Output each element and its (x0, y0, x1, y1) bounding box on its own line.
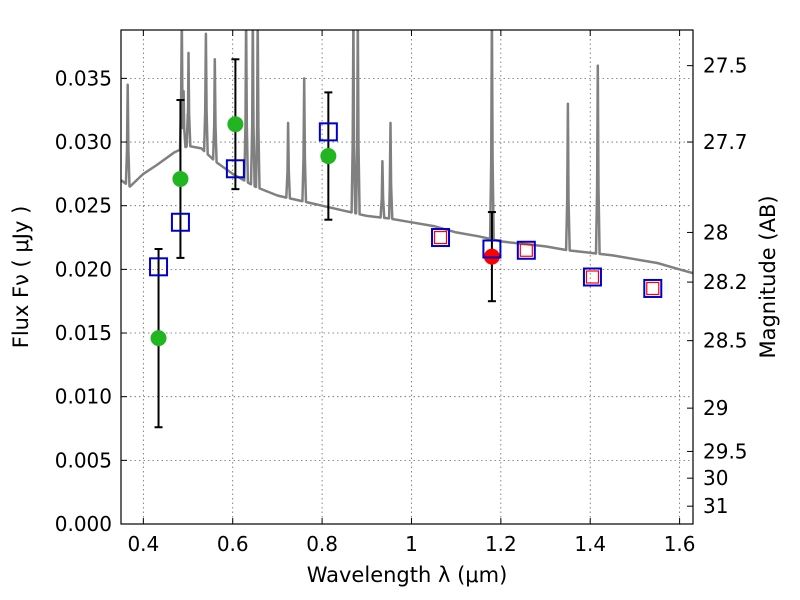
y-tick-label: 0.015 (55, 321, 112, 345)
data-point-circle (320, 148, 337, 165)
y-tick-label: 0.010 (55, 385, 112, 409)
x-tick-label: 1 (405, 532, 418, 556)
model-square (318, 122, 338, 142)
data-point-circle (150, 330, 167, 347)
x-tick-label: 1.2 (485, 532, 517, 556)
data-point-circle (172, 170, 189, 187)
y-tick-label: 0.030 (55, 130, 112, 154)
y-tick-label: 0.020 (55, 257, 112, 281)
y-tick-label: 0.000 (55, 512, 112, 536)
x-tick-label: 1.6 (664, 532, 696, 556)
y2-tick-label: 30 (703, 466, 728, 490)
model-square (516, 240, 536, 260)
model-square (582, 267, 602, 287)
x-tick-label: 1.4 (574, 532, 606, 556)
marker-layer (149, 58, 663, 429)
plot-frame (120, 29, 694, 525)
x-tick-label: 0.6 (217, 532, 249, 556)
x-tick-label: 0.8 (306, 532, 338, 556)
y-axis: 0.000 0.005 0.010 0.015 0.020 0.025 0.030 0.035 (55, 66, 127, 536)
spectrum-line (121, 30, 693, 275)
spectrum-layer (121, 30, 693, 275)
model-square-inner (585, 270, 600, 284)
y2-tick-label: 28.5 (703, 329, 748, 353)
model-square (643, 278, 663, 298)
model-square (170, 212, 190, 232)
y2-tick-label: 27.5 (703, 54, 748, 78)
y2-tick-label: 31 (703, 494, 728, 518)
x-axis: 0.4 0.6 0.8 1 1.2 1.4 1.6 (127, 30, 696, 556)
model-square (225, 159, 245, 179)
data-point-circle (227, 116, 244, 133)
x-axis-label: Wavelength λ (μm) (307, 563, 508, 587)
y-tick-label: 0.005 (55, 448, 112, 472)
model-square-inner (433, 230, 448, 245)
y-tick-label: 0.035 (55, 66, 112, 90)
model-square (431, 228, 451, 248)
model-square-inner (646, 281, 660, 296)
x-tick-label: 0.4 (127, 532, 159, 556)
y2-tick-label: 28.2 (703, 270, 748, 294)
model-square (482, 239, 502, 259)
y2-tick-label: 27.7 (703, 130, 748, 154)
y2-tick-label: 28 (703, 220, 728, 244)
y2-axis-magnitude: 27.5 27.7 28 28.2 28.5 29 29.5 30 31 (687, 54, 748, 518)
y2-tick-label: 29 (703, 396, 728, 420)
model-square-inner (519, 243, 533, 257)
model-square (149, 257, 169, 277)
y-tick-label: 0.025 (55, 194, 112, 218)
y-axis-label: Flux Fν ( μJy ) (9, 206, 33, 349)
y2-axis-label: Magnitude (AB) (756, 195, 780, 358)
y2-tick-label: 29.5 (703, 439, 748, 463)
